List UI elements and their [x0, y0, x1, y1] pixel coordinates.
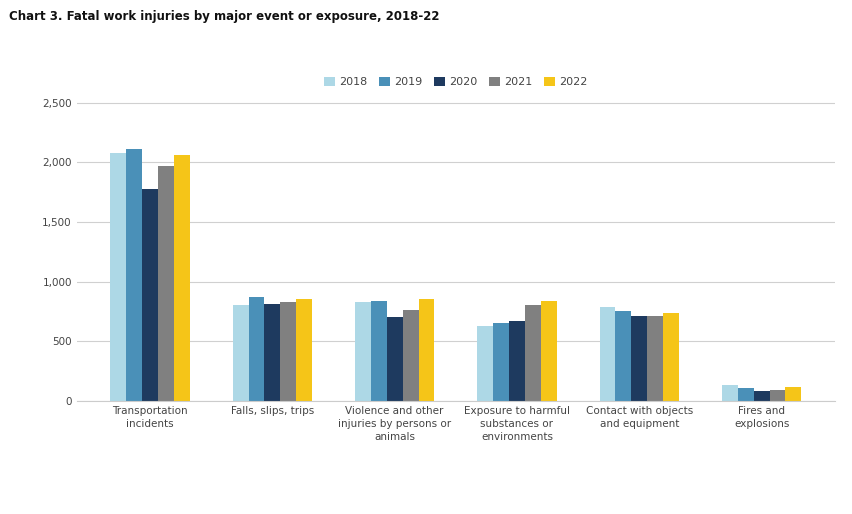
Bar	[249, 297, 264, 401]
Bar	[158, 166, 174, 401]
Bar	[493, 323, 509, 401]
Bar	[648, 316, 663, 401]
Bar	[722, 386, 738, 401]
Text: Chart 3. Fatal work injuries by major event or exposure, 2018-22: Chart 3. Fatal work injuries by major ev…	[9, 10, 439, 23]
Bar	[142, 189, 158, 401]
Bar	[264, 304, 280, 401]
Bar	[738, 388, 754, 401]
Bar	[174, 155, 190, 401]
Bar	[110, 153, 126, 401]
Bar	[418, 300, 435, 401]
Bar	[769, 390, 786, 401]
Bar	[355, 302, 371, 401]
Bar	[371, 301, 387, 401]
Legend: 2018, 2019, 2020, 2021, 2022: 2018, 2019, 2020, 2021, 2022	[320, 72, 592, 91]
Bar	[600, 307, 615, 401]
Bar	[615, 311, 631, 401]
Bar	[280, 302, 296, 401]
Bar	[403, 310, 418, 401]
Bar	[525, 305, 541, 401]
Bar	[663, 313, 679, 401]
Bar	[786, 387, 802, 401]
Bar	[296, 300, 312, 401]
Bar	[233, 305, 249, 401]
Bar	[754, 391, 769, 401]
Bar	[477, 326, 493, 401]
Bar	[126, 149, 142, 401]
Bar	[631, 316, 648, 401]
Bar	[387, 317, 403, 401]
Bar	[541, 301, 556, 401]
Bar	[509, 321, 525, 401]
